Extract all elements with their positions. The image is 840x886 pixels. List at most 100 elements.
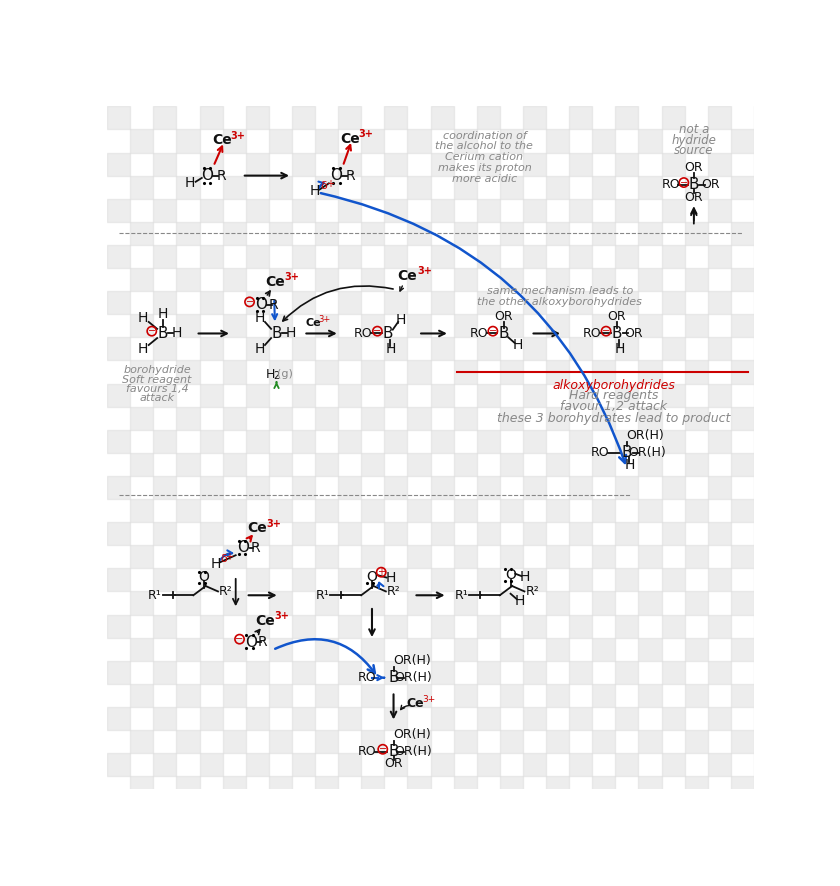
- Text: −: −: [602, 326, 610, 336]
- Bar: [246, 106, 269, 129]
- Bar: [615, 799, 638, 822]
- Bar: [754, 753, 777, 776]
- Bar: [708, 707, 731, 730]
- Bar: [154, 707, 176, 730]
- Bar: [154, 198, 176, 222]
- Bar: [361, 361, 385, 384]
- Bar: [777, 175, 801, 198]
- Bar: [546, 592, 570, 615]
- Bar: [339, 476, 361, 499]
- Bar: [269, 129, 292, 152]
- Bar: [754, 338, 777, 361]
- Bar: [200, 430, 223, 453]
- Bar: [407, 730, 431, 753]
- Bar: [522, 430, 546, 453]
- Bar: [108, 384, 130, 407]
- Bar: [731, 730, 754, 753]
- Bar: [500, 453, 522, 476]
- Bar: [662, 338, 685, 361]
- Bar: [754, 799, 777, 822]
- Bar: [176, 361, 200, 384]
- Text: R: R: [258, 635, 267, 649]
- Bar: [522, 152, 546, 175]
- Bar: [315, 545, 339, 568]
- Bar: [615, 522, 638, 545]
- Bar: [108, 245, 130, 268]
- Text: −: −: [489, 326, 497, 336]
- Bar: [638, 684, 662, 707]
- Bar: [154, 522, 176, 545]
- Bar: [431, 661, 454, 684]
- Bar: [615, 707, 638, 730]
- Bar: [522, 707, 546, 730]
- Bar: [246, 707, 269, 730]
- Text: R¹: R¹: [148, 589, 162, 602]
- Bar: [130, 684, 154, 707]
- Text: O: O: [366, 570, 377, 584]
- Bar: [176, 684, 200, 707]
- Bar: [546, 268, 570, 291]
- Bar: [385, 568, 407, 592]
- Bar: [500, 499, 522, 522]
- Bar: [246, 568, 269, 592]
- Bar: [685, 407, 708, 430]
- Text: δ: δ: [220, 554, 227, 564]
- Text: H: H: [138, 311, 149, 325]
- Bar: [731, 453, 754, 476]
- Text: RO: RO: [354, 327, 373, 340]
- Bar: [361, 129, 385, 152]
- Bar: [154, 753, 176, 776]
- Bar: [708, 799, 731, 822]
- Bar: [570, 799, 592, 822]
- Text: RO: RO: [357, 745, 376, 758]
- Bar: [731, 776, 754, 799]
- Bar: [339, 430, 361, 453]
- Bar: [176, 638, 200, 661]
- Bar: [754, 198, 777, 222]
- Text: +: +: [225, 552, 233, 562]
- Bar: [407, 638, 431, 661]
- Bar: [130, 315, 154, 338]
- Bar: [708, 338, 731, 361]
- Text: 3+: 3+: [275, 611, 289, 621]
- Bar: [292, 476, 315, 499]
- Bar: [592, 684, 616, 707]
- Bar: [754, 152, 777, 175]
- Bar: [361, 638, 385, 661]
- Bar: [339, 291, 361, 315]
- Bar: [708, 198, 731, 222]
- Text: H: H: [255, 311, 265, 325]
- Bar: [108, 568, 130, 592]
- Bar: [130, 175, 154, 198]
- Text: H: H: [625, 458, 635, 472]
- Bar: [754, 106, 777, 129]
- Bar: [223, 361, 246, 384]
- Bar: [431, 799, 454, 822]
- Bar: [269, 730, 292, 753]
- Bar: [592, 730, 616, 753]
- Bar: [223, 268, 246, 291]
- Bar: [361, 407, 385, 430]
- Bar: [685, 222, 708, 245]
- Bar: [108, 753, 130, 776]
- Bar: [477, 152, 500, 175]
- Bar: [176, 776, 200, 799]
- Bar: [108, 522, 130, 545]
- Bar: [685, 730, 708, 753]
- Bar: [154, 152, 176, 175]
- Bar: [592, 407, 616, 430]
- Bar: [546, 776, 570, 799]
- Bar: [592, 175, 616, 198]
- Bar: [292, 568, 315, 592]
- Bar: [500, 592, 522, 615]
- Bar: [570, 476, 592, 499]
- Bar: [522, 799, 546, 822]
- Bar: [500, 545, 522, 568]
- Bar: [615, 753, 638, 776]
- Bar: [130, 776, 154, 799]
- Bar: [731, 175, 754, 198]
- Bar: [154, 430, 176, 453]
- Bar: [315, 361, 339, 384]
- Bar: [777, 315, 801, 338]
- Text: OR(H): OR(H): [393, 654, 431, 667]
